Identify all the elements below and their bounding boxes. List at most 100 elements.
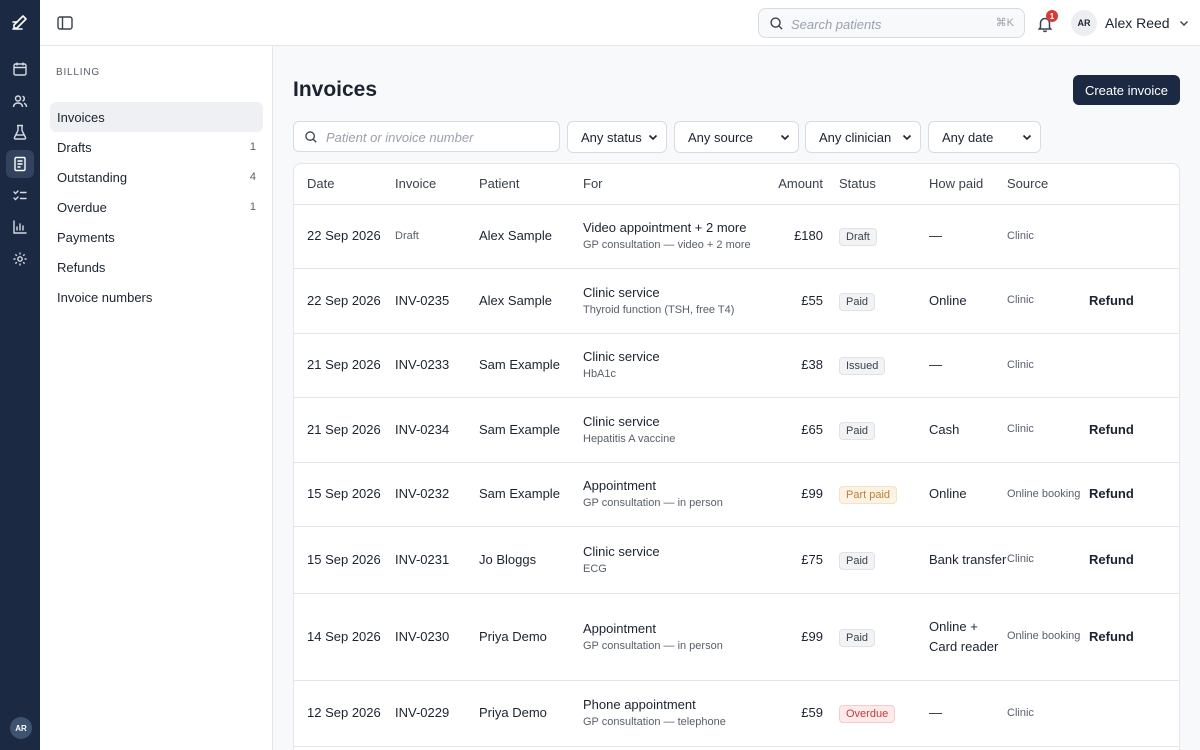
cell-patient: Alex Sample: [479, 268, 583, 334]
table-row[interactable]: 14 Sep 2026 INV-0230 Priya Demo Appointm…: [294, 593, 1179, 681]
patient-search-box[interactable]: ⌘K: [758, 8, 1025, 38]
cell-source: Online booking: [1007, 462, 1089, 527]
refund-button[interactable]: Refund: [1089, 421, 1134, 437]
table-row[interactable]: 12 Sep 2026 INV-0229 Priya Demo Phone ap…: [294, 680, 1179, 747]
cell-how-paid: Online: [929, 268, 1007, 334]
cell-invoice: INV-0231: [395, 526, 479, 594]
for-title: Clinic service: [583, 543, 660, 559]
cell-date: 15 Sep 2026: [294, 462, 395, 527]
table-row[interactable]: 21 Sep 2026 INV-0233 Sam Example Clinic …: [294, 333, 1179, 398]
cell-action: Refund: [1089, 397, 1179, 463]
cell-for: Phone appointment GP consultation — telep…: [583, 680, 758, 747]
source-filter-select[interactable]: Any source: [674, 121, 799, 153]
status-badge: Draft: [839, 228, 877, 246]
for-title: Appointment: [583, 478, 656, 493]
lab-flask-icon[interactable]: [6, 118, 34, 146]
source-filter-value: Any source: [688, 129, 754, 145]
cell-status: Paid: [839, 397, 929, 463]
column-header-status[interactable]: Status: [839, 164, 929, 205]
refund-button[interactable]: Refund: [1089, 486, 1134, 501]
cell-action: Refund: [1089, 462, 1179, 527]
status-filter-select[interactable]: Any status: [567, 121, 667, 153]
column-header-source[interactable]: Source: [1007, 164, 1089, 205]
cell-date: 21 Sep 2026: [294, 333, 395, 398]
sidebar-item-invoice-numbers[interactable]: Invoice numbers: [50, 282, 263, 312]
refund-button[interactable]: Refund: [1089, 551, 1134, 567]
cell-patient: Jo Bloggs: [479, 526, 583, 594]
search-icon: [769, 16, 784, 36]
column-header-date[interactable]: Date: [294, 164, 395, 205]
column-header-patient[interactable]: Patient: [479, 164, 583, 205]
tasks-checklist-icon[interactable]: [6, 182, 34, 210]
cell-invoice: INV-0234: [395, 397, 479, 463]
cell-how-paid: Cash: [929, 397, 1007, 463]
table-row[interactable]: 15 Sep 2026 INV-0231 Jo Bloggs Clinic se…: [294, 526, 1179, 594]
rail-avatar[interactable]: AR: [10, 717, 32, 739]
cell-date: 12 Sep 2026: [294, 680, 395, 747]
column-header-amount[interactable]: Amount: [758, 164, 839, 205]
chevron-down-icon: [1178, 17, 1190, 29]
table-row[interactable]: 21 Sep 2026 INV-0234 Sam Example Clinic …: [294, 397, 1179, 463]
patient-search-input[interactable]: [791, 14, 981, 34]
date-filter-select[interactable]: Any date: [928, 121, 1041, 153]
column-header-how-paid[interactable]: How paid: [929, 164, 1007, 205]
status-badge: Overdue: [839, 705, 896, 723]
cell-how-paid: —: [929, 333, 1007, 398]
status-filter-value: Any status: [581, 129, 642, 145]
for-detail: GP consultation — video + 2 more: [583, 239, 751, 251]
main-content: Invoices Create invoice Any status Any s…: [273, 46, 1200, 750]
cell-date: 14 Sep 2026: [294, 593, 395, 681]
cell-amount: £65: [758, 397, 839, 463]
table-row[interactable]: 22 Sep 2026 Draft Alex Sample Video appo…: [294, 204, 1179, 269]
table-row[interactable]: 15 Sep 2026 INV-0232 Sam Example Appoint…: [294, 462, 1179, 527]
sidebar-item-outstanding[interactable]: Outstanding 4: [50, 162, 263, 192]
sidebar-item-drafts[interactable]: Drafts 1: [50, 132, 263, 162]
status-badge: Part paid: [839, 486, 898, 504]
compose-logo-icon[interactable]: [8, 8, 32, 36]
cell-source: Clinic: [1007, 526, 1089, 594]
sidebar-toggle-icon[interactable]: [56, 14, 74, 32]
for-detail: Thyroid function (TSH, free T4): [583, 303, 735, 316]
refund-button[interactable]: Refund: [1089, 628, 1134, 644]
cell-for: Appointment GP consultation — in person: [583, 462, 758, 527]
status-badge: Paid: [839, 628, 876, 647]
refund-button[interactable]: Refund: [1089, 292, 1134, 308]
user-name: Alex Reed: [1105, 15, 1170, 31]
invoice-search-input[interactable]: [326, 128, 551, 146]
for-detail: GP consultation — in person: [583, 497, 723, 509]
cell-source: Clinic: [1007, 268, 1089, 334]
billing-icon[interactable]: [6, 150, 34, 178]
cell-amount: £55: [758, 268, 839, 334]
cell-status: Paid: [839, 268, 929, 334]
cell-patient: Sam Example: [479, 397, 583, 463]
cell-for: Appointment GP consultation — in person: [583, 593, 758, 681]
cell-patient: Priya Demo: [479, 680, 583, 747]
cell-invoice: Draft: [395, 204, 479, 269]
sidebar-item-overdue[interactable]: Overdue 1: [50, 192, 263, 222]
calendar-icon[interactable]: [6, 55, 34, 83]
cell-for: Clinic service Thyroid function (TSH, fre…: [583, 268, 758, 334]
patients-icon[interactable]: [6, 87, 34, 115]
create-invoice-button[interactable]: Create invoice: [1073, 75, 1180, 105]
sidebar-item-refunds[interactable]: Refunds: [50, 252, 263, 282]
sidebar-item-payments[interactable]: Payments: [50, 222, 263, 252]
reports-chart-icon[interactable]: [6, 213, 34, 241]
cell-date: 22 Sep 2026: [294, 268, 395, 334]
cell-status: Paid: [839, 526, 929, 594]
sidebar-item-label: Drafts: [57, 139, 92, 155]
clinician-filter-select[interactable]: Any clinician: [805, 121, 921, 153]
column-header-invoice[interactable]: Invoice: [395, 164, 479, 205]
table-row[interactable]: 22 Sep 2026 INV-0235 Alex Sample Clinic …: [294, 268, 1179, 334]
settings-gear-icon[interactable]: [6, 245, 34, 273]
user-menu[interactable]: AR Alex Reed: [1071, 10, 1190, 36]
sidebar-item-invoices[interactable]: Invoices: [50, 102, 263, 132]
cell-source: Clinic: [1007, 333, 1089, 398]
cell-action: Refund: [1089, 526, 1179, 594]
status-badge: Paid: [839, 551, 876, 570]
notification-count-badge: 1: [1046, 10, 1058, 22]
invoice-search-box[interactable]: [293, 121, 560, 152]
column-header-for[interactable]: For: [583, 164, 758, 205]
status-badge: Paid: [839, 421, 876, 440]
notifications-button[interactable]: 1: [1036, 10, 1058, 34]
cell-date: 22 Sep 2026: [294, 204, 395, 269]
